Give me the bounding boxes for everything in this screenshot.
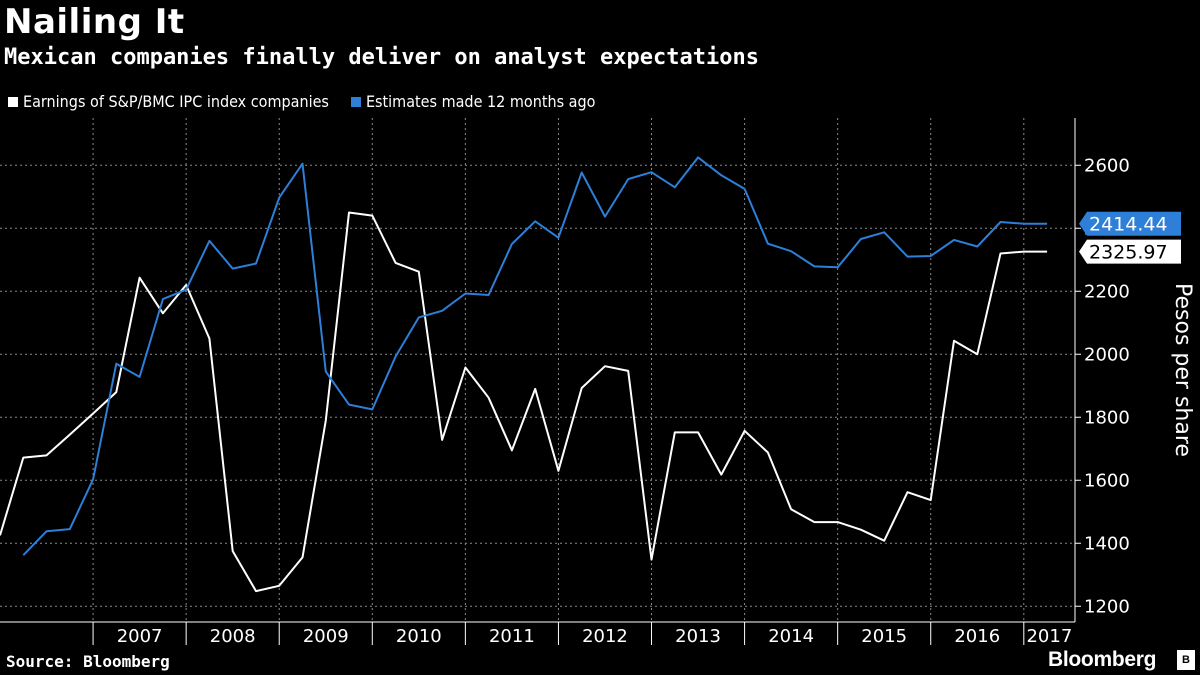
chart-subtitle: Mexican companies finally deliver on ana… [4, 45, 759, 70]
bloomberg-terminal-icon: B [1177, 650, 1195, 670]
y-tick-label: 1600 [1084, 470, 1130, 491]
x-tick-label: 2013 [675, 626, 721, 645]
x-tick-label: 2008 [210, 626, 256, 645]
x-tick-label: 2012 [582, 626, 628, 645]
y-axis-title: Pesos per share [1170, 283, 1195, 457]
earnings-series-line [0, 211, 1048, 593]
estimates-series-line [22, 156, 1048, 556]
legend-item-estimates: Estimates made 12 months ago [350, 92, 596, 111]
x-tick-label: 2011 [489, 626, 535, 645]
line-chart: 1200140016001800200022002400260020072008… [0, 118, 1195, 645]
estimates-last-value-label: 2414.44 [1089, 214, 1168, 236]
x-tick-label: 2009 [303, 626, 349, 645]
x-tick-label: 2015 [861, 626, 907, 645]
x-tick-label: 2007 [117, 626, 163, 645]
y-tick-label: 2200 [1084, 281, 1130, 302]
x-tick-label: 2016 [954, 626, 1000, 645]
y-tick-label: 2000 [1084, 344, 1130, 365]
x-tick-label: 2017 [1026, 626, 1072, 645]
chart-title: Nailing It [4, 2, 185, 42]
y-tick-label: 1400 [1084, 533, 1130, 554]
x-tick-label: 2010 [396, 626, 442, 645]
y-tick-label: 2600 [1084, 155, 1130, 176]
legend-item-earnings: Earnings of S&P/BMC IPC index companies [8, 92, 329, 111]
earnings-last-value-tag [1079, 239, 1181, 264]
legend-label-estimates: Estimates made 12 months ago [365, 92, 596, 111]
x-tick-label: 2014 [768, 626, 814, 645]
earnings-last-value-label: 2325.97 [1089, 242, 1168, 264]
legend: Earnings of S&P/BMC IPC index companies … [8, 92, 595, 111]
source-note: Source: Bloomberg [6, 652, 170, 671]
legend-swatch-earnings [8, 96, 18, 107]
estimates-last-value-tag [1079, 211, 1181, 236]
y-tick-label: 1800 [1084, 407, 1130, 428]
bloomberg-logo: Bloomberg [1048, 648, 1157, 671]
legend-label-earnings: Earnings of S&P/BMC IPC index companies [23, 92, 329, 111]
y-tick-label: 1200 [1084, 596, 1130, 617]
legend-swatch-estimates [350, 96, 361, 107]
